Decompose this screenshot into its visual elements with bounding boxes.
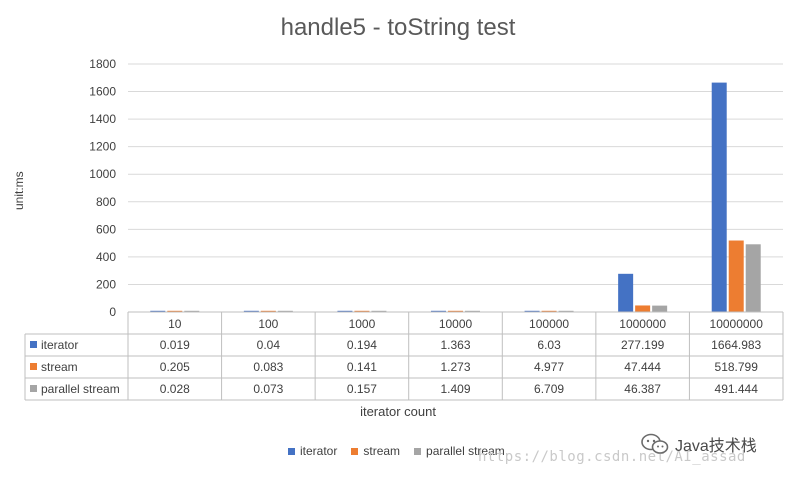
legend-key-swatch <box>30 341 37 348</box>
wechat-icon <box>641 433 669 454</box>
bar-stream <box>728 240 744 312</box>
legend-swatch <box>288 447 295 455</box>
x-tick-label: 10000000 <box>710 317 764 331</box>
bar-parallel-stream <box>745 244 761 312</box>
y-tick-label: 0 <box>109 305 116 319</box>
data-label: 0.04 <box>257 338 281 352</box>
data-label: 4.977 <box>534 360 564 374</box>
data-label: 1.273 <box>440 360 470 374</box>
data-label: 0.028 <box>160 382 190 396</box>
bar-stream <box>167 310 183 312</box>
y-tick-label: 1200 <box>89 140 116 154</box>
data-label: 0.141 <box>347 360 377 374</box>
watermark-url: https://blog.csdn.net/AI_assad <box>478 449 746 465</box>
y-tick-label: 1600 <box>89 85 116 99</box>
bar-iterator <box>618 273 634 312</box>
bar-iterator <box>337 310 353 312</box>
x-tick-label: 1000 <box>349 317 376 331</box>
legend-label: stream <box>363 444 401 458</box>
y-tick-label: 1400 <box>89 112 116 126</box>
bar-parallel-stream <box>652 305 668 312</box>
legend-swatch <box>351 447 359 455</box>
y-tick-label: 200 <box>96 277 116 291</box>
badge-text: Java技术栈 <box>675 438 757 455</box>
bar-iterator <box>243 310 259 312</box>
data-label: 277.199 <box>621 338 665 352</box>
data-label: 6.03 <box>537 338 561 352</box>
x-tick-label: 100000 <box>529 317 569 331</box>
data-label: 0.073 <box>253 382 283 396</box>
bar-stream <box>354 310 370 312</box>
legend: iterator stream parallel stream <box>288 444 505 458</box>
bar-parallel-stream <box>558 310 574 312</box>
data-label: 0.194 <box>347 338 377 352</box>
bar-parallel-stream <box>371 310 387 312</box>
data-label: 0.157 <box>347 382 377 396</box>
y-tick-label: 1000 <box>89 167 116 181</box>
x-tick-label: 1000000 <box>619 317 666 331</box>
legend-item-stream: stream <box>351 444 400 458</box>
data-label: 518.799 <box>715 360 759 374</box>
bar-stream <box>635 305 651 312</box>
x-tick-label: 10000 <box>439 317 473 331</box>
legend-label: iterator <box>300 444 338 458</box>
bar-stream <box>448 310 463 312</box>
row-label: iterator <box>41 338 78 352</box>
bar-iterator <box>524 310 540 312</box>
x-tick-label: 10 <box>168 317 182 331</box>
bar-parallel-stream <box>277 310 293 312</box>
bar-parallel-stream <box>465 310 480 312</box>
row-label: parallel stream <box>41 382 120 396</box>
data-label: 47.444 <box>624 360 661 374</box>
data-label: 6.709 <box>534 382 564 396</box>
legend-key-swatch <box>30 363 37 370</box>
legend-label: parallel stream <box>426 444 505 458</box>
legend-item-parallel-stream: parallel stream <box>414 444 505 458</box>
x-axis-label: iterator count <box>360 404 436 419</box>
bar-parallel-stream <box>184 310 200 312</box>
data-label: 0.205 <box>160 360 190 374</box>
bar-stream <box>260 310 276 312</box>
data-label: 491.444 <box>715 382 759 396</box>
y-tick-label: 600 <box>96 222 116 236</box>
bar-iterator <box>150 310 166 312</box>
legend-swatch <box>414 447 422 455</box>
y-tick-label: 1800 <box>89 57 116 71</box>
bar-stream <box>541 310 557 312</box>
legend-item-iterator: iterator <box>288 444 337 458</box>
bar-iterator <box>711 82 727 312</box>
chart-title: handle5 - toString test <box>280 14 516 41</box>
y-tick-label: 400 <box>96 250 116 264</box>
data-label: 0.083 <box>253 360 283 374</box>
row-label: stream <box>41 360 78 374</box>
legend-key-swatch <box>30 385 37 392</box>
data-label: 1.363 <box>440 338 470 352</box>
y-tick-label: 800 <box>96 195 116 209</box>
data-label: 1.409 <box>440 382 470 396</box>
data-label: 46.387 <box>624 382 661 396</box>
bar-iterator <box>431 310 446 312</box>
data-label: 0.019 <box>160 338 190 352</box>
x-tick-label: 100 <box>258 317 278 331</box>
data-label: 1664.983 <box>711 338 761 352</box>
channel-badge: Java技术栈 <box>640 432 757 456</box>
